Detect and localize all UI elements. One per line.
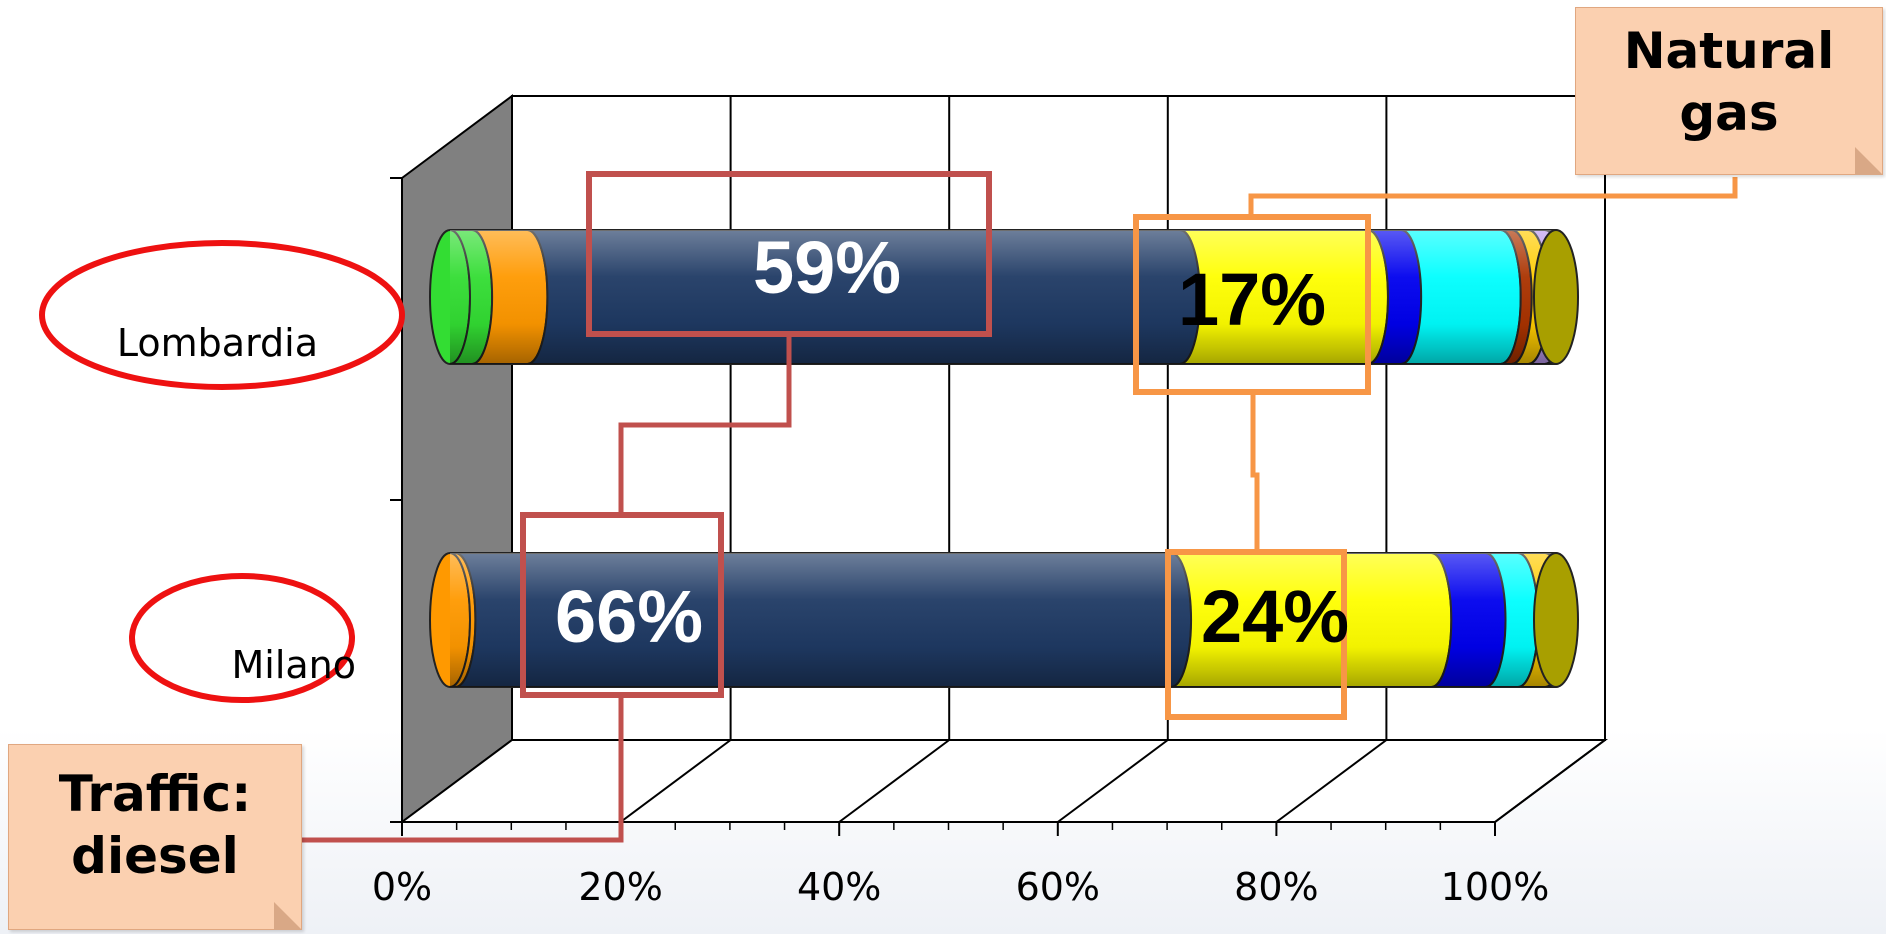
x-tick-label: 40% [797,865,881,909]
data-label-lombardia-diesel: 59% [753,226,901,309]
diesel-connector-line [618,334,792,515]
gas-callout-line-2: gas [1679,84,1779,142]
floor-gridline [1057,739,1169,823]
x-tick-label: 60% [1016,865,1100,909]
bar-end-cap [1533,552,1579,688]
floor-gridline [620,739,732,823]
data-label-milano-gas: 24% [1201,575,1349,658]
floor-gridline [1275,739,1387,823]
lombardia-ellipse [39,240,405,390]
data-label-milano-diesel: 66% [555,575,703,658]
traffic-diesel-callout: Traffic: diesel [8,744,302,930]
gas-connector-line [1250,392,1260,552]
page-curl-icon [1855,147,1883,175]
data-label-lombardia-gas: 17% [1178,258,1326,341]
gas-callout-line-1: Natural [1623,22,1835,80]
x-tick-label: 0% [372,865,432,909]
natural-gas-callout: Natural gas [1575,7,1883,175]
x-tick-label: 100% [1441,865,1550,909]
milano-ellipse [129,573,355,703]
chart-frame [390,94,1609,836]
diesel-callout-line-2: diesel [71,827,239,885]
floor-gridline [838,739,950,823]
bar-row-lombardia [429,229,1579,365]
x-tick-label: 20% [578,865,662,909]
back-wall-left [401,94,513,824]
floor-gridline [1494,739,1606,823]
bar-end-cap [1533,229,1579,365]
diesel-callout-line-1: Traffic: [58,765,252,823]
floor [398,739,1609,823]
diesel-callout-line [300,695,624,843]
category-label-milano: Milano [231,643,356,687]
category-label-lombardia: Lombardia [117,321,318,365]
x-tick-label: 80% [1234,865,1318,909]
page-curl-icon [274,902,302,930]
gas-callout-line [1248,177,1738,217]
